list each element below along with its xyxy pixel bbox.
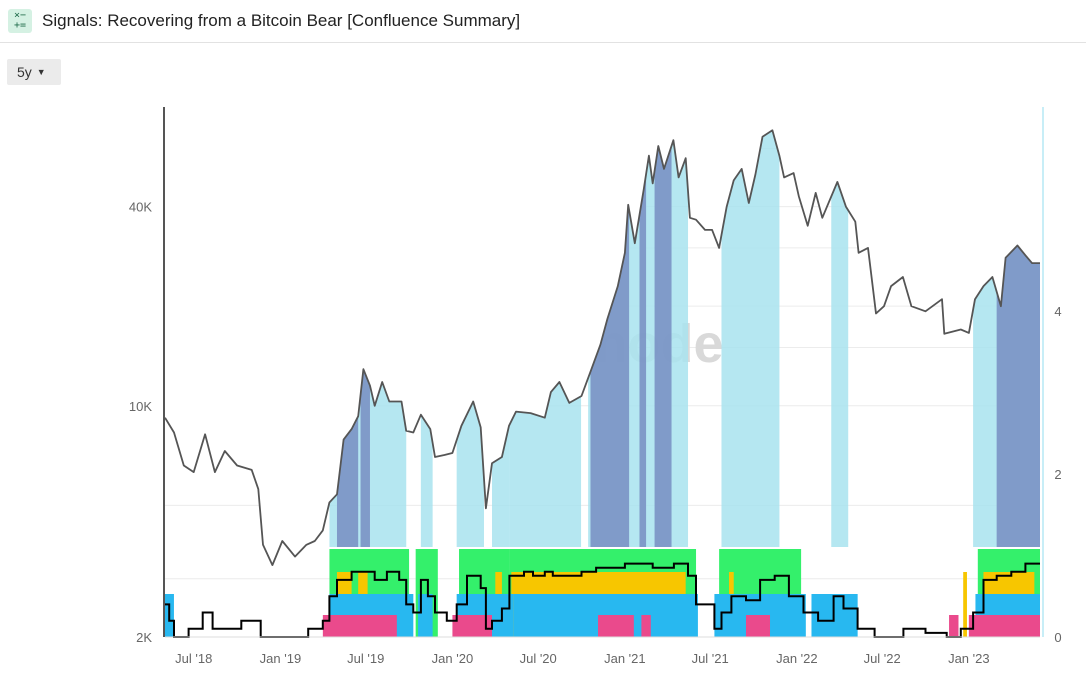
x-tick-label: Jan '21	[604, 651, 646, 666]
strip-pink	[641, 615, 651, 637]
range-select-button[interactable]: 5y ▼	[7, 59, 61, 85]
y-tick-label: 2K	[136, 630, 152, 645]
axes	[163, 107, 1044, 638]
strip-pink	[949, 615, 959, 637]
price-line	[164, 129, 1040, 566]
y2-tick-label: 0	[1054, 630, 1061, 645]
y-axis-ticks: 2K 10K 40K	[129, 200, 152, 645]
strip-yellow	[963, 572, 967, 637]
signal-band-light	[831, 127, 849, 547]
x-tick-label: Jan '23	[948, 651, 990, 666]
series-lines	[164, 107, 1040, 638]
range-label: 5y	[17, 64, 32, 80]
signal-band-dark	[639, 127, 647, 547]
x-tick-label: Jul '22	[864, 651, 901, 666]
strip-pink	[322, 615, 397, 637]
calculator-icon: ×− +=	[8, 9, 32, 33]
x-tick-label: Jan '19	[260, 651, 302, 666]
page-title: Signals: Recovering from a Bitcoin Bear …	[42, 11, 521, 30]
strip-pink	[452, 615, 493, 637]
signal-band-dark	[654, 127, 672, 547]
x-tick-label: Jul '18	[175, 651, 212, 666]
y2-tick-label: 4	[1054, 304, 1061, 319]
caret-down-icon: ▼	[36, 67, 46, 77]
y2-axis-ticks: 0 2 4	[1054, 304, 1061, 645]
y-tick-label: 10K	[129, 399, 152, 414]
x-tick-label: Jul '21	[692, 651, 729, 666]
x-tick-label: Jan '20	[432, 651, 474, 666]
x-tick-label: Jul '19	[347, 651, 384, 666]
x-tick-label: Jul '20	[520, 651, 557, 666]
header-bar: ×− += Signals: Recovering from a Bitcoin …	[0, 0, 1086, 43]
x-axis-ticks: Jul '18 Jan '19 Jul '19 Jan '20 Jul '20 Jan '…	[175, 651, 989, 666]
x-tick-label: Jan '22	[776, 651, 818, 666]
confluence-line	[165, 562, 1040, 638]
y2-tick-label: 2	[1054, 467, 1061, 482]
y-tick-label: 40K	[129, 200, 152, 215]
strip-pink	[598, 615, 634, 637]
signal-strips	[165, 549, 1040, 637]
strip-pink	[968, 615, 1040, 637]
strip-pink	[745, 615, 771, 637]
